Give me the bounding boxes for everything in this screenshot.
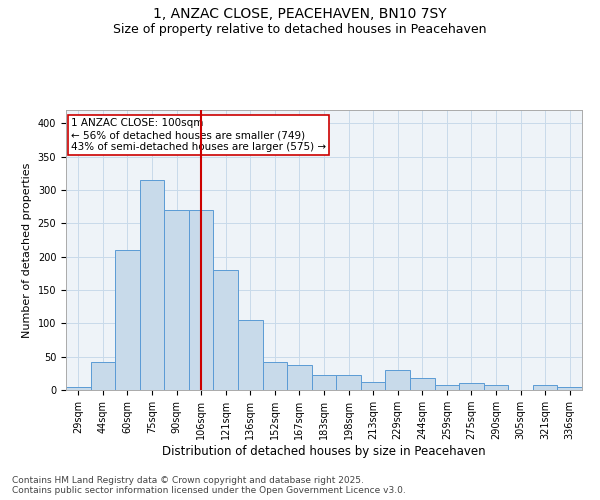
Bar xyxy=(115,250,140,390)
Text: Size of property relative to detached houses in Peacehaven: Size of property relative to detached ho… xyxy=(113,22,487,36)
Bar xyxy=(164,210,189,390)
Bar xyxy=(287,364,312,390)
Y-axis label: Number of detached properties: Number of detached properties xyxy=(22,162,32,338)
Bar xyxy=(410,378,434,390)
Bar xyxy=(557,386,582,390)
Bar xyxy=(214,270,238,390)
Bar xyxy=(140,180,164,390)
Bar xyxy=(189,210,214,390)
X-axis label: Distribution of detached houses by size in Peacehaven: Distribution of detached houses by size … xyxy=(162,445,486,458)
Bar xyxy=(361,382,385,390)
Text: 1 ANZAC CLOSE: 100sqm
← 56% of detached houses are smaller (749)
43% of semi-det: 1 ANZAC CLOSE: 100sqm ← 56% of detached … xyxy=(71,118,326,152)
Bar xyxy=(336,376,361,390)
Bar xyxy=(91,362,115,390)
Bar xyxy=(312,376,336,390)
Bar xyxy=(434,386,459,390)
Bar xyxy=(385,370,410,390)
Bar xyxy=(459,384,484,390)
Text: 1, ANZAC CLOSE, PEACEHAVEN, BN10 7SY: 1, ANZAC CLOSE, PEACEHAVEN, BN10 7SY xyxy=(153,8,447,22)
Bar xyxy=(484,386,508,390)
Text: Contains HM Land Registry data © Crown copyright and database right 2025.
Contai: Contains HM Land Registry data © Crown c… xyxy=(12,476,406,495)
Bar xyxy=(263,362,287,390)
Bar xyxy=(533,384,557,390)
Bar xyxy=(66,386,91,390)
Bar xyxy=(238,320,263,390)
